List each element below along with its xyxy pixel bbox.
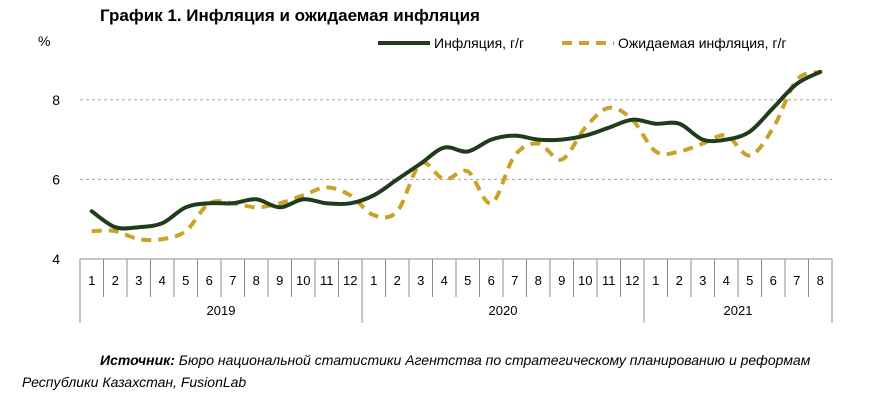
legend-label-expected: Ожидаемая инфляция, г/г <box>618 35 787 51</box>
x-tick-label: 7 <box>511 273 518 288</box>
x-tick-label: 9 <box>276 273 283 288</box>
x-tick-label: 8 <box>817 273 824 288</box>
x-tick-label: 1 <box>88 273 95 288</box>
x-tick-label: 11 <box>602 273 616 288</box>
x-tick-label: 7 <box>229 273 236 288</box>
x-tick-label: 3 <box>417 273 424 288</box>
x-axis: 1 2 3 4 5 6 7 8 9 10 11 12 1 2 3 4 5 6 7 8 9 10 11 12 1 2 3 4 5 6 7 820… <box>79 258 833 323</box>
x-tick-label: 4 <box>159 273 166 288</box>
x-tick-label: 8 <box>535 273 542 288</box>
x-tick-label: 11 <box>320 273 334 288</box>
x-tick-label: 10 <box>296 273 310 288</box>
source-label: Источник: <box>100 352 175 368</box>
chart-title: График 1. Инфляция и ожидаемая инфляция <box>100 6 480 25</box>
source-text: Бюро национальной статистики Агентства п… <box>22 352 811 390</box>
x-tick-label: 5 <box>746 273 753 288</box>
x-tick-label: 10 <box>578 273 592 288</box>
x-tick-label: 1 <box>370 273 377 288</box>
series-line-inflation <box>89 69 823 231</box>
x-tick-label: 7 <box>793 273 800 288</box>
x-tick-label: 2 <box>112 273 119 288</box>
year-label: 2021 <box>724 303 753 318</box>
x-tick-label: 4 <box>441 273 448 288</box>
x-tick-label: 12 <box>625 273 639 288</box>
x-tick-label: 5 <box>182 273 189 288</box>
y-tick-label: 6 <box>52 171 60 187</box>
y-tick-label: 4 <box>52 251 60 267</box>
x-tick-label: 1 <box>652 273 659 288</box>
source-note: Источник: Бюро национальной статистики А… <box>22 349 872 393</box>
legend-label-inflation: Инфляция, г/г <box>434 35 524 51</box>
x-tick-label: 3 <box>135 273 142 288</box>
x-tick-label: 2 <box>394 273 401 288</box>
x-tick-label: 12 <box>343 273 357 288</box>
x-tick-label: 9 <box>558 273 565 288</box>
year-label: 2020 <box>489 303 518 318</box>
y-unit-label: % <box>38 33 50 49</box>
y-axis: 4 6 8 <box>52 92 60 267</box>
series-lines <box>89 69 823 243</box>
x-tick-label: 6 <box>206 273 213 288</box>
x-tick-label: 6 <box>488 273 495 288</box>
x-tick-label: 2 <box>676 273 683 288</box>
year-label: 2019 <box>207 303 236 318</box>
legend: Инфляция, г/г Ожидаемая инфляция, г/г <box>378 35 787 51</box>
x-tick-label: 8 <box>253 273 260 288</box>
x-tick-label: 3 <box>699 273 706 288</box>
inflation-chart: 1 2 3 4 5 6 7 8 9 10 11 12 1 2 3 4 5 6 7 8 9 10 11 12 1 2 3 4 5 6 7 820… <box>38 33 833 323</box>
x-tick-label: 4 <box>723 273 730 288</box>
series-line-expected <box>91 69 821 243</box>
y-tick-label: 8 <box>52 92 60 108</box>
x-tick-label: 5 <box>464 273 471 288</box>
x-tick-label: 6 <box>770 273 777 288</box>
grid-lines <box>80 99 832 180</box>
